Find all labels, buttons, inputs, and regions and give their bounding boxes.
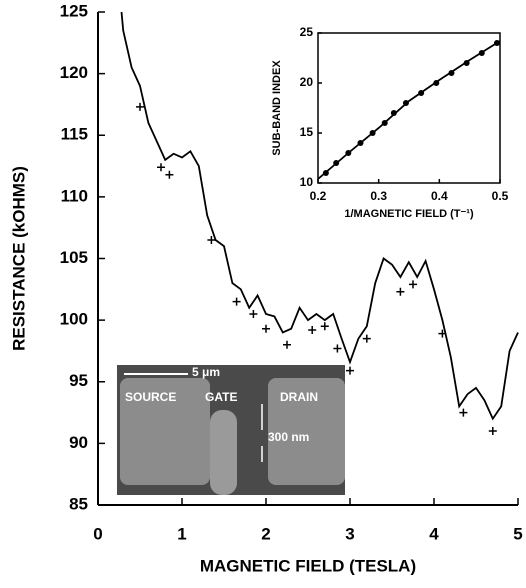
x-tick-label: 1 xyxy=(177,524,186,543)
cross-marker xyxy=(488,427,497,436)
dot-marker xyxy=(433,80,440,86)
y-axis-label: SUB-BAND INDEX xyxy=(271,60,283,156)
y-tick-label: 20 xyxy=(300,75,314,89)
cross-marker xyxy=(136,102,144,111)
dot-marker xyxy=(463,60,470,66)
dot-marker xyxy=(478,50,485,56)
scale-label: 5 μm xyxy=(192,365,220,379)
x-tick-label: 0.2 xyxy=(310,189,327,203)
x-tick-label: 0.4 xyxy=(431,189,448,203)
dot-marker xyxy=(381,120,388,126)
cross-marker xyxy=(207,236,216,245)
y-axis-label: RESISTANCE (kOHMS) xyxy=(9,166,28,351)
cross-marker xyxy=(165,170,174,179)
x-tick-label: 3 xyxy=(345,524,354,543)
y-tick-label: 95 xyxy=(69,371,88,390)
drain-pad xyxy=(268,378,345,485)
y-tick-label: 125 xyxy=(60,1,88,20)
dot-marker xyxy=(369,130,376,136)
gate xyxy=(210,410,237,495)
y-tick-label: 15 xyxy=(300,125,314,139)
dot-marker xyxy=(493,40,500,46)
dot-marker xyxy=(322,170,329,176)
cross-marker xyxy=(438,329,447,338)
plot-frame xyxy=(317,32,501,184)
y-tick-label: 10 xyxy=(300,175,314,189)
dot-marker xyxy=(345,150,352,156)
dot-marker xyxy=(390,110,397,116)
micrograph: 5 μm SOURCE GATE DRAIN 300 nm xyxy=(117,365,345,495)
dot-marker xyxy=(448,70,455,76)
cross-marker xyxy=(232,297,241,306)
cross-marker xyxy=(262,324,270,333)
y-tick-label: 115 xyxy=(61,125,88,144)
y-tick-label: 105 xyxy=(60,248,88,267)
x-tick-label: 2 xyxy=(261,524,270,543)
cross-marker xyxy=(346,366,354,375)
cross-marker xyxy=(308,325,317,334)
cross-marker xyxy=(283,340,291,349)
x-axis-label: MAGNETIC FIELD (TESLA) xyxy=(200,556,416,575)
y-tick-label: 90 xyxy=(69,433,88,452)
source-label: SOURCE xyxy=(125,390,176,404)
cross-marker xyxy=(249,309,258,318)
dot-marker xyxy=(402,100,409,106)
gap-label: 300 nm xyxy=(268,430,309,444)
x-tick-label: 0 xyxy=(93,524,102,543)
curve xyxy=(120,11,519,421)
dot-marker xyxy=(418,90,425,96)
source-pad xyxy=(120,378,210,485)
x-tick-label: 5 xyxy=(513,524,522,543)
cross-marker xyxy=(396,287,405,296)
cross-marker xyxy=(320,322,329,331)
dot-marker xyxy=(333,160,340,166)
y-tick-label: 120 xyxy=(60,63,88,82)
curve xyxy=(317,40,501,180)
y-tick-label: 85 xyxy=(69,494,88,513)
x-tick-label: 0.5 xyxy=(492,189,509,203)
cross-marker xyxy=(459,408,468,417)
y-tick-label: 100 xyxy=(60,310,88,329)
dot-marker xyxy=(357,140,364,146)
x-axis-label: 1/MAGNETIC FIELD (T⁻¹) xyxy=(344,208,474,220)
gate-label: GATE xyxy=(205,390,237,404)
y-tick-label: 110 xyxy=(61,186,88,205)
cross-marker xyxy=(409,280,417,289)
cross-marker xyxy=(333,344,342,353)
drain-label: DRAIN xyxy=(280,390,318,404)
cross-marker xyxy=(362,334,371,343)
x-tick-label: 0.3 xyxy=(370,189,387,203)
x-tick-label: 4 xyxy=(429,524,439,543)
y-tick-label: 25 xyxy=(300,25,314,39)
cross-marker xyxy=(157,163,165,172)
